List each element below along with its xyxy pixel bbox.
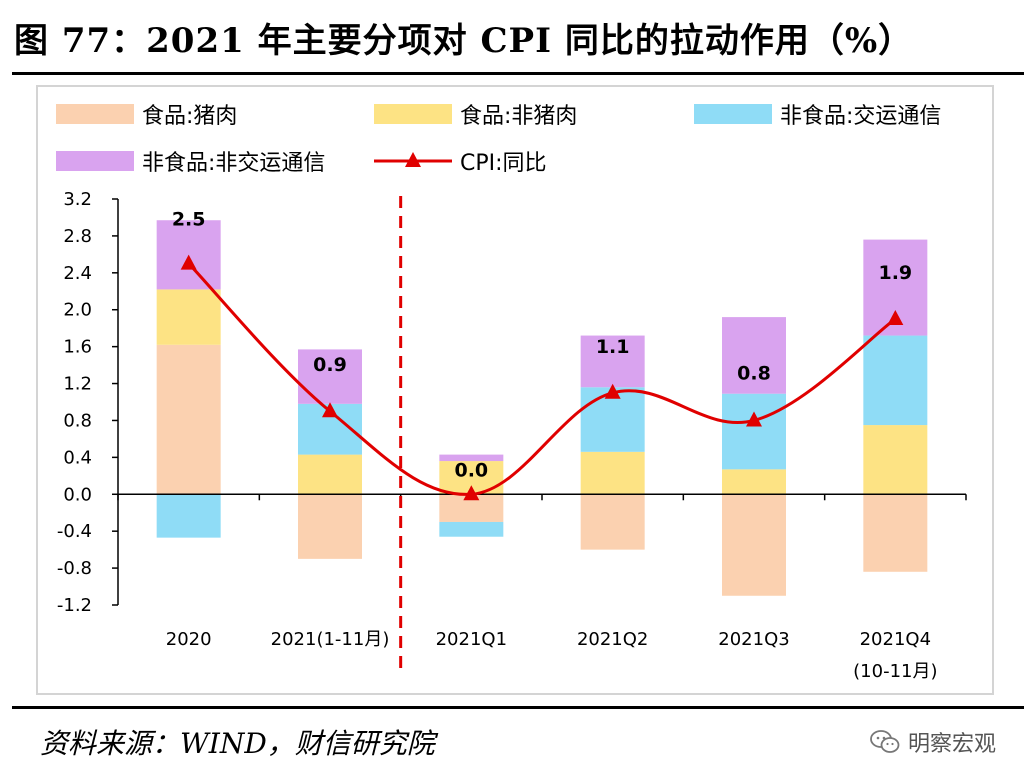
y-tick-label: 1.6 xyxy=(63,337,92,358)
x-tick-label: 2021Q4 xyxy=(860,629,931,650)
bar-segment xyxy=(863,494,928,572)
bar-segment xyxy=(156,344,221,495)
bar-segment xyxy=(863,425,928,495)
y-tick-label: 1.2 xyxy=(63,374,92,395)
bar-segment xyxy=(722,317,786,394)
y-tick-label: 2.8 xyxy=(63,226,92,247)
bar-segment xyxy=(439,521,504,537)
x-tick-label: (10-11月) xyxy=(853,661,937,682)
title-rule xyxy=(12,72,1024,75)
wechat-icon xyxy=(870,730,900,753)
y-tick-label: 0.8 xyxy=(63,410,92,431)
y-tick-label: 2.0 xyxy=(63,300,92,321)
legend-swatch xyxy=(56,104,134,124)
cpi-data-label: 0.0 xyxy=(454,459,488,481)
cpi-marker xyxy=(604,383,621,399)
y-tick-label: 0.0 xyxy=(63,484,92,505)
legend-label: CPI:同比 xyxy=(460,151,547,176)
legend-label: 食品:非猪肉 xyxy=(460,104,577,129)
cpi-data-label: 0.9 xyxy=(313,354,347,376)
bar-segment xyxy=(580,451,645,495)
bar-segment xyxy=(298,349,362,404)
cpi-marker xyxy=(180,254,197,270)
x-tick-label: 2021Q1 xyxy=(436,629,507,650)
y-tick-label: 3.2 xyxy=(63,189,92,210)
legend-label: 非食品:非交运通信 xyxy=(142,151,325,176)
legend-swatch xyxy=(374,104,452,124)
y-tick-label: 2.4 xyxy=(63,263,92,284)
x-tick-label: 2020 xyxy=(166,629,212,650)
bar-segment xyxy=(298,454,362,495)
y-tick-label: -0.4 xyxy=(57,521,92,542)
bar-segment xyxy=(156,289,221,345)
legend-swatch xyxy=(694,104,772,124)
cpi-marker xyxy=(463,485,480,501)
watermark: 明察宏观 xyxy=(870,722,996,762)
y-tick-label: -1.2 xyxy=(57,595,92,616)
watermark-text: 明察宏观 xyxy=(908,732,997,757)
cpi-data-label: 0.8 xyxy=(737,362,771,384)
bar-segment xyxy=(580,335,645,388)
legend-marker xyxy=(405,152,421,167)
bar-segment xyxy=(580,494,645,550)
bar-segment xyxy=(439,454,504,462)
cpi-marker xyxy=(322,402,338,418)
cpi-line xyxy=(187,262,897,496)
cpi-marker xyxy=(746,411,762,427)
chart-frame xyxy=(36,85,994,695)
source-note: 资料来源：WIND，财信研究院 xyxy=(40,727,435,760)
bar-segment xyxy=(298,494,362,559)
cpi-data-label: 1.1 xyxy=(596,336,630,358)
cpi-data-label: 2.5 xyxy=(172,209,206,231)
bar-segment xyxy=(722,494,786,596)
source-rule xyxy=(12,706,1024,709)
legend-swatch xyxy=(56,151,134,171)
x-tick-label: 2021(1-11月) xyxy=(271,629,390,650)
cpi-data-label: 1.9 xyxy=(878,262,912,284)
bar-segment xyxy=(156,494,221,538)
figure-title: 图 77：2021 年主要分项对 CPI 同比的拉动作用（%） xyxy=(14,20,914,61)
legend-label: 非食品:交运通信 xyxy=(780,104,941,129)
legend-label: 食品:猪肉 xyxy=(142,104,237,129)
bar-segment xyxy=(722,469,786,495)
x-tick-label: 2021Q2 xyxy=(577,629,648,650)
bar-segment xyxy=(722,393,786,470)
y-tick-label: -0.8 xyxy=(57,558,92,579)
y-tick-label: 0.4 xyxy=(63,447,92,468)
cpi-marker xyxy=(887,309,904,325)
bar-segment xyxy=(863,335,928,426)
x-tick-label: 2021Q3 xyxy=(718,629,789,650)
